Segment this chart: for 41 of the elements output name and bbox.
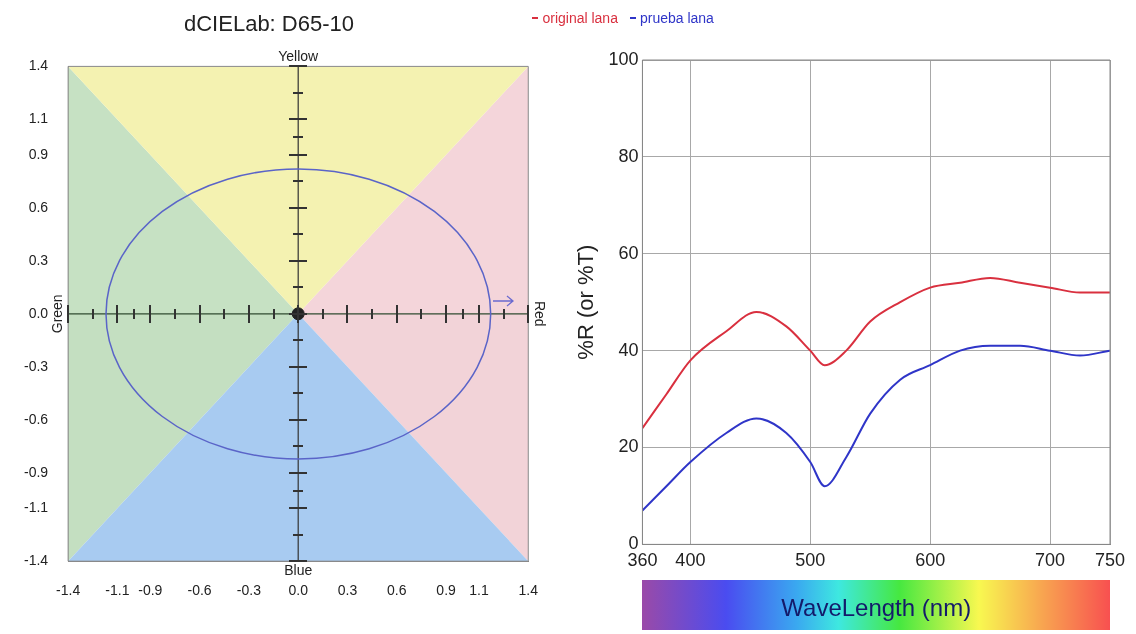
x-tick-label: 0.0 (288, 582, 309, 599)
text: Red (532, 300, 549, 327)
y-tick-label: 0.6 (28, 198, 49, 215)
x-tick-label: -1.1 (105, 582, 130, 599)
text: Yellow (278, 48, 320, 65)
legend-label: original lana (542, 10, 618, 26)
x-tick-label: 1.4 (518, 582, 539, 599)
legend-label: prueba lana (639, 10, 714, 26)
y-tick-label: -0.3 (24, 357, 49, 374)
x-tick-label: 750 (1094, 550, 1126, 571)
x-tick-label: 400 (675, 550, 706, 571)
x-tick-label: -0.6 (187, 582, 212, 599)
x-tick-label: -1.4 (56, 582, 81, 599)
y-tick-label: 20 (618, 436, 639, 457)
y-tick-label: 1.1 (28, 110, 49, 127)
x-tick-label: 0.9 (436, 582, 457, 599)
y-axis-title: %R (or %T) (573, 244, 599, 360)
line-series (642, 276, 1110, 430)
y-tick-label: -1.1 (24, 499, 49, 516)
y-tick-label: 100 (608, 48, 639, 69)
line-series (642, 344, 1110, 512)
text: Blue (284, 562, 313, 579)
x-tick-label: -0.3 (236, 582, 262, 599)
y-tick-label: 0.0 (28, 304, 49, 321)
text: Green (48, 294, 65, 334)
chart-title: dCIELab: D65-10 (184, 11, 354, 37)
x-tick-label: 600 (915, 550, 946, 571)
y-tick-label: 1.4 (28, 57, 49, 74)
x-tick-label: 500 (795, 550, 826, 571)
y-tick-label: -0.6 (24, 410, 49, 427)
y-tick-label: 80 (618, 145, 639, 166)
y-tick-label: 60 (618, 242, 639, 263)
y-tick-label: 0.3 (28, 251, 49, 268)
x-tick-label: 700 (1035, 550, 1066, 571)
x-tick-label: 1.1 (469, 582, 489, 599)
x-tick-label: 0.3 (337, 582, 358, 599)
y-tick-label: 0.9 (28, 145, 49, 162)
y-tick-label: 40 (618, 339, 639, 360)
x-tick-label: 0.6 (387, 582, 407, 599)
x-tick-label: -0.9 (138, 582, 163, 599)
y-tick-label: -0.9 (24, 463, 49, 480)
